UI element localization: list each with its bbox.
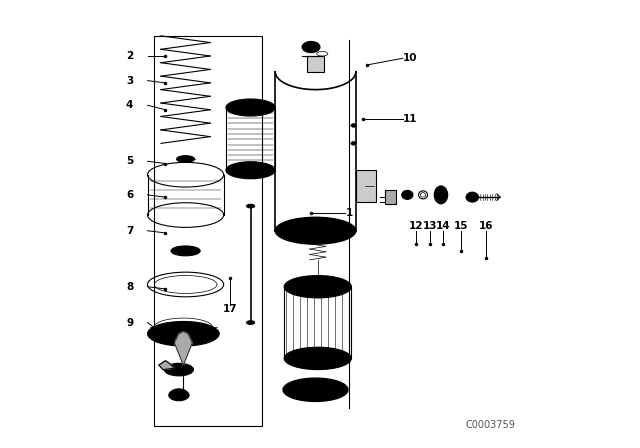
Text: 14: 14 xyxy=(436,221,451,231)
Ellipse shape xyxy=(148,322,220,346)
Ellipse shape xyxy=(171,246,200,256)
Polygon shape xyxy=(159,361,174,370)
Ellipse shape xyxy=(310,394,321,399)
Ellipse shape xyxy=(351,124,356,127)
Ellipse shape xyxy=(177,155,195,162)
Bar xyxy=(154,36,262,426)
Ellipse shape xyxy=(284,347,351,370)
Text: 4: 4 xyxy=(126,100,133,110)
Text: 15: 15 xyxy=(454,221,468,231)
Ellipse shape xyxy=(246,204,255,208)
Ellipse shape xyxy=(169,390,189,401)
Ellipse shape xyxy=(175,248,196,254)
Text: 16: 16 xyxy=(479,221,493,231)
Text: 10: 10 xyxy=(403,53,417,63)
Text: 9: 9 xyxy=(126,318,133,327)
Ellipse shape xyxy=(283,378,348,401)
Ellipse shape xyxy=(302,41,320,53)
Ellipse shape xyxy=(226,99,275,116)
Ellipse shape xyxy=(246,321,255,324)
Ellipse shape xyxy=(466,192,479,202)
Bar xyxy=(307,56,324,72)
Ellipse shape xyxy=(164,363,193,376)
Text: 6: 6 xyxy=(126,190,133,200)
Text: 3: 3 xyxy=(126,76,133,86)
Text: 13: 13 xyxy=(422,221,437,231)
Text: 1: 1 xyxy=(346,208,353,218)
Text: 8: 8 xyxy=(126,282,133,292)
Bar xyxy=(356,170,376,202)
Polygon shape xyxy=(174,332,192,365)
Ellipse shape xyxy=(402,190,413,199)
Ellipse shape xyxy=(226,162,275,179)
Text: 2: 2 xyxy=(126,51,133,61)
Text: 7: 7 xyxy=(126,226,133,236)
Text: 5: 5 xyxy=(126,156,133,166)
Ellipse shape xyxy=(275,217,356,244)
Ellipse shape xyxy=(435,186,448,204)
Text: 11: 11 xyxy=(403,114,417,124)
Text: 17: 17 xyxy=(223,304,237,314)
Text: 12: 12 xyxy=(409,221,424,231)
Ellipse shape xyxy=(284,276,351,298)
Bar xyxy=(385,190,396,204)
Ellipse shape xyxy=(171,389,187,397)
Ellipse shape xyxy=(351,142,356,145)
Ellipse shape xyxy=(289,383,342,401)
Text: C0003759: C0003759 xyxy=(465,420,515,430)
